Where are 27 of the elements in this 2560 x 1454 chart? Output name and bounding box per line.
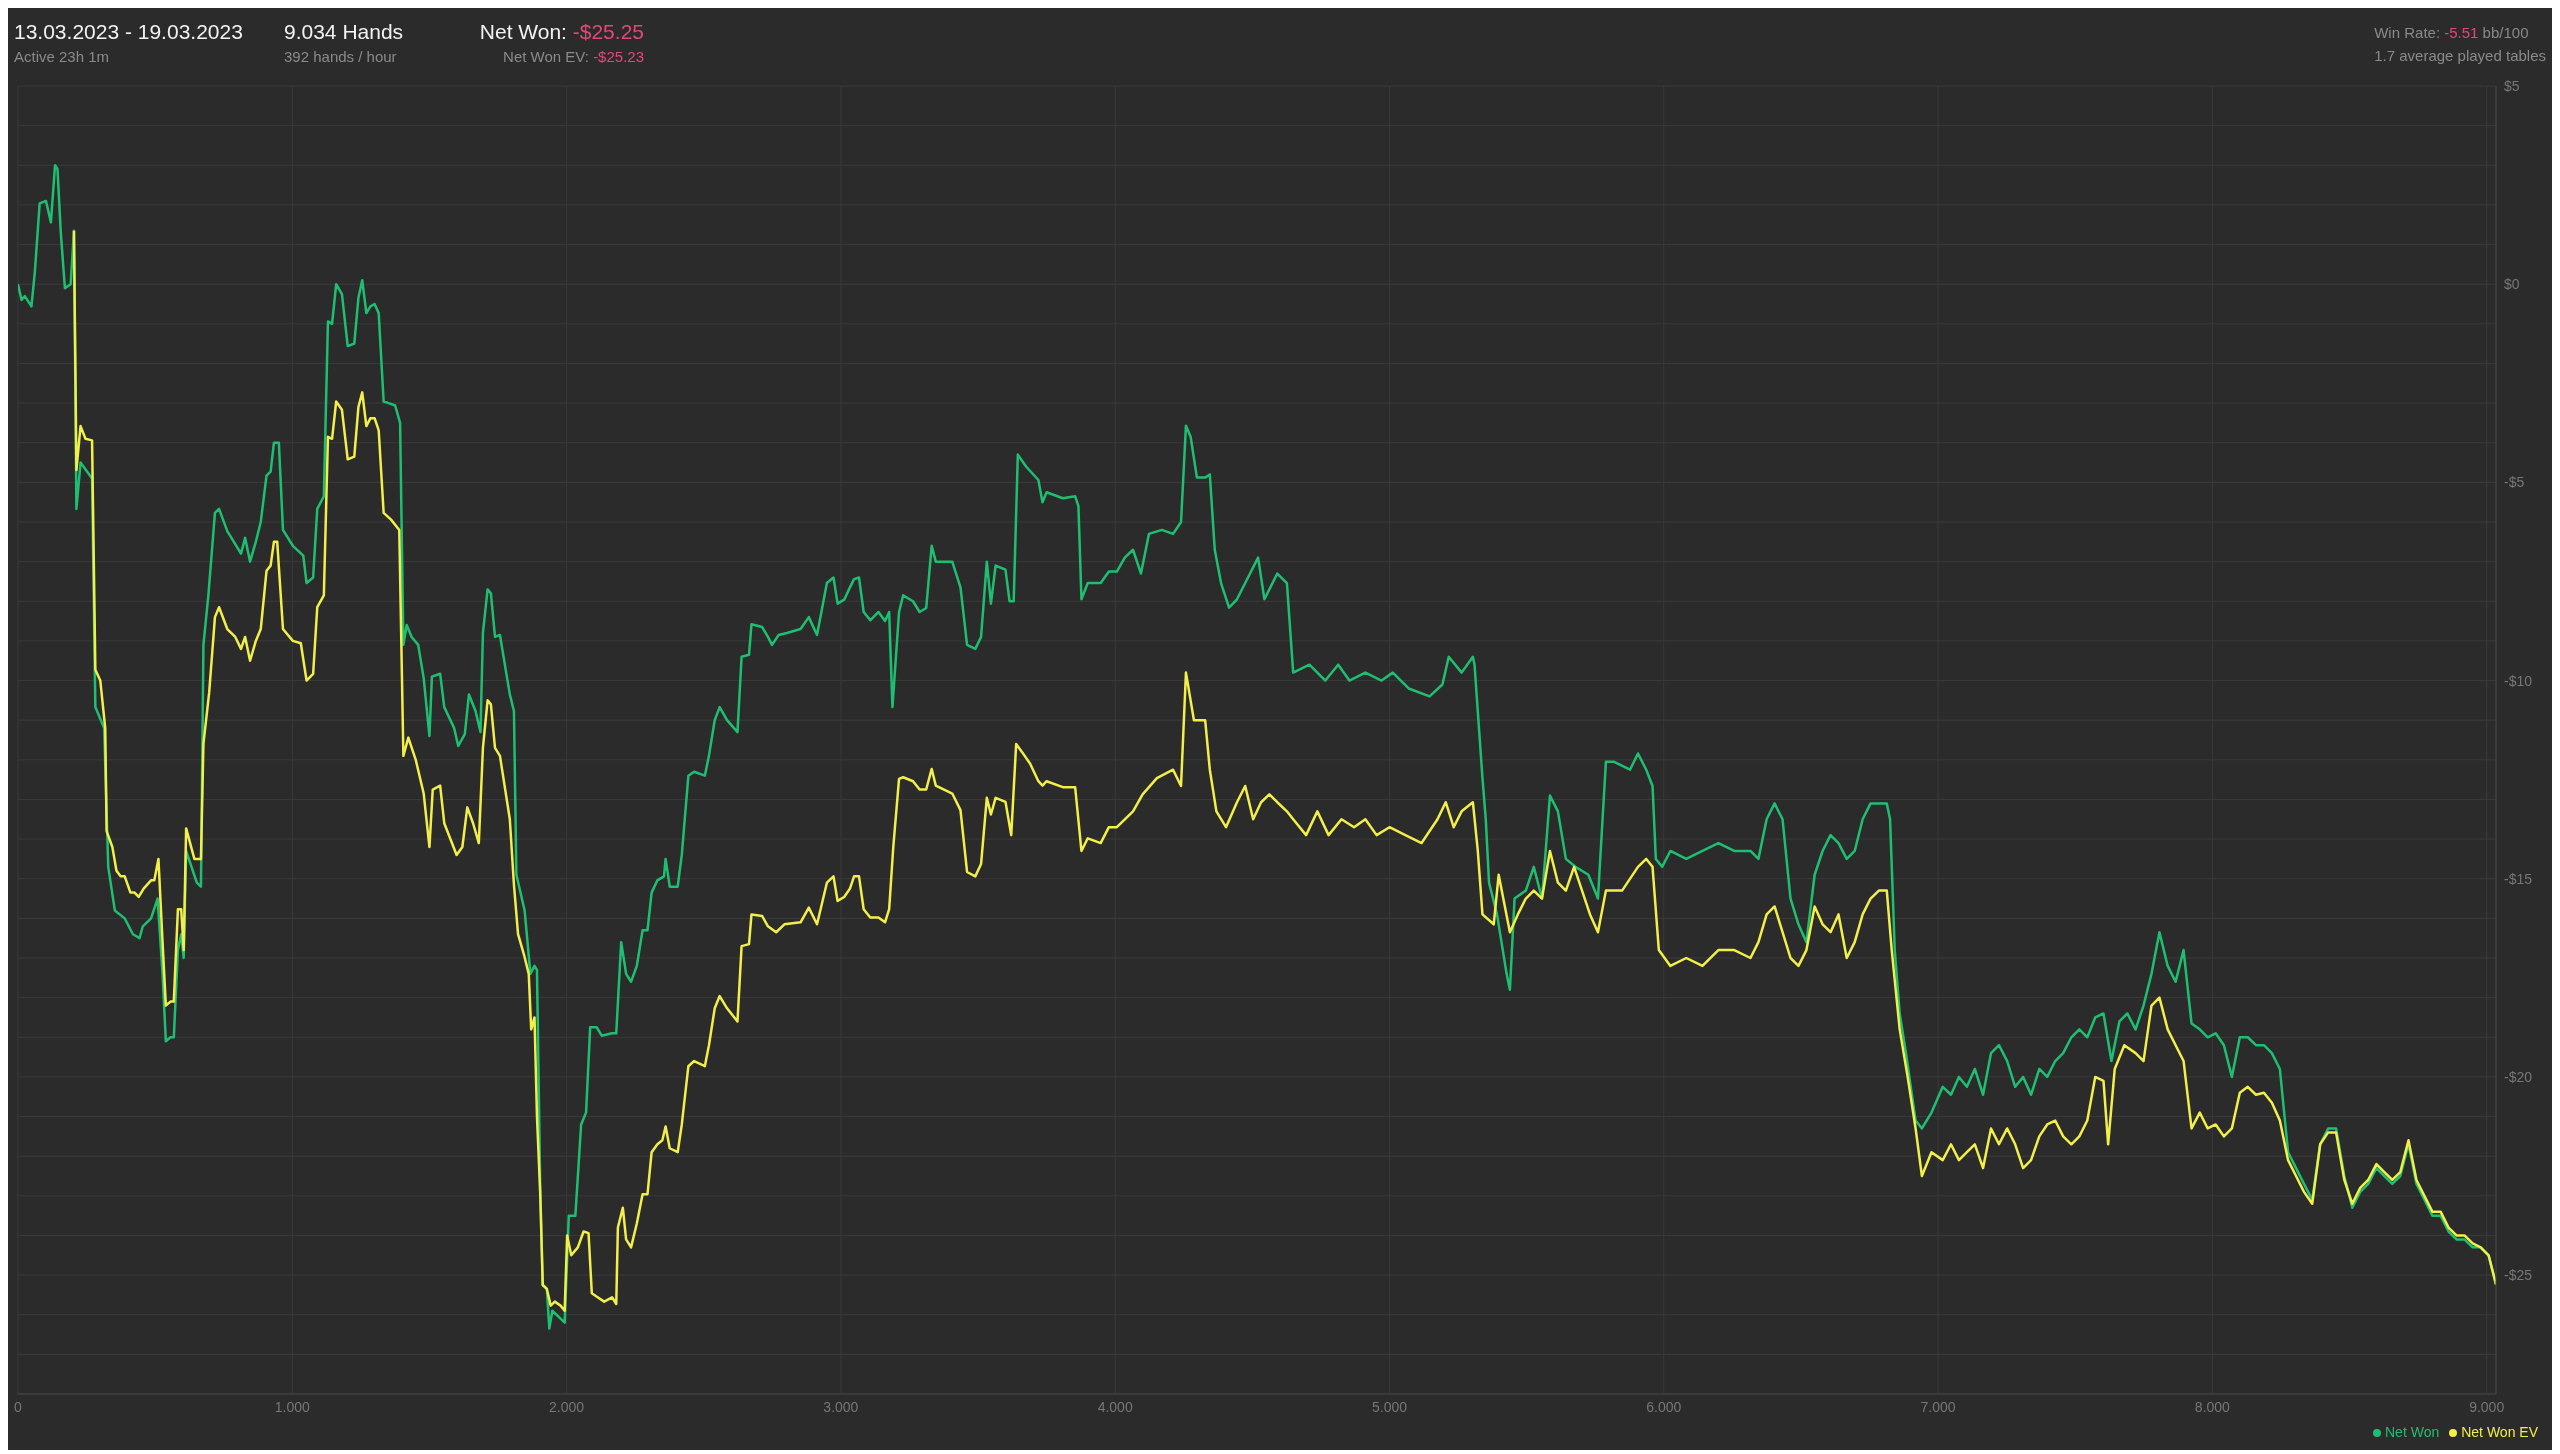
x-tick-label: 4.000 bbox=[1097, 1398, 1133, 1415]
y-tick-label: $5 bbox=[2504, 77, 2520, 94]
legend-label: Net Won EV bbox=[2461, 1424, 2538, 1440]
text: 1.7 average played tables bbox=[2374, 47, 2546, 64]
x-tick-label: 1.000 bbox=[274, 1398, 311, 1415]
x-tick-label: 3.000 bbox=[823, 1398, 859, 1415]
text: 9.034 Hands bbox=[284, 20, 405, 44]
chart-title: 13.03.2023 - 19.03.2023 bbox=[14, 20, 244, 44]
y-tick-label: -$25 bbox=[2504, 1267, 2533, 1284]
x-tick-label: 2.000 bbox=[549, 1398, 585, 1415]
x-tick-label: 9.000 bbox=[2469, 1398, 2505, 1415]
x-tick-label: 8.000 bbox=[2194, 1398, 2231, 1415]
text: Win Rate: -5.51 bb/100 bbox=[2374, 24, 2530, 41]
y-tick-label: -$20 bbox=[2504, 1068, 2533, 1085]
text: Net Won: -$25.25 bbox=[478, 20, 644, 44]
chart-subtitle: Active 23h 1m bbox=[14, 48, 111, 65]
x-tick-label: 6.000 bbox=[1646, 1398, 1682, 1415]
y-tick-label: -$10 bbox=[2504, 672, 2533, 689]
legend-label: Net Won bbox=[2385, 1424, 2440, 1440]
y-tick-label: $0 bbox=[2504, 276, 2520, 293]
y-tick-label: -$5 bbox=[2504, 474, 2525, 491]
x-tick-label: 0 bbox=[14, 1398, 23, 1415]
text: Net Won EV: -$25.23 bbox=[502, 48, 644, 65]
text: 392 hands / hour bbox=[284, 48, 398, 65]
x-tick-label: 7.000 bbox=[1920, 1398, 1956, 1415]
y-tick-label: -$15 bbox=[2504, 870, 2533, 887]
x-tick-label: 5.000 bbox=[1371, 1398, 1408, 1415]
